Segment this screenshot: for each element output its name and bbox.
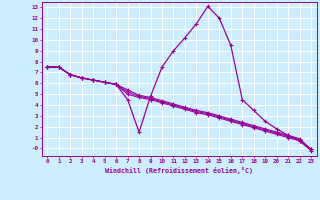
X-axis label: Windchill (Refroidissement éolien,°C): Windchill (Refroidissement éolien,°C) bbox=[105, 167, 253, 174]
